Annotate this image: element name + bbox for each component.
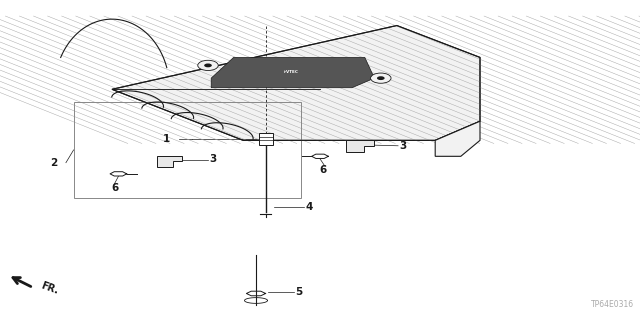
Polygon shape (112, 26, 480, 140)
Text: 5: 5 (296, 287, 303, 297)
Text: 1: 1 (163, 134, 170, 144)
Text: 2: 2 (51, 158, 58, 168)
Text: 3: 3 (399, 141, 406, 151)
Polygon shape (157, 156, 182, 167)
Text: 3: 3 (209, 154, 216, 165)
Text: FR.: FR. (40, 281, 60, 296)
Polygon shape (435, 121, 480, 156)
Circle shape (371, 73, 391, 83)
Bar (74, 102, 301, 198)
Text: 6: 6 (319, 165, 327, 175)
Bar (259, 133, 273, 145)
Text: 6: 6 (111, 183, 119, 193)
Circle shape (204, 63, 212, 67)
Circle shape (198, 60, 218, 70)
Text: TP64E0316: TP64E0316 (591, 300, 634, 309)
Circle shape (377, 76, 385, 80)
Polygon shape (346, 140, 374, 152)
Text: 4: 4 (305, 202, 313, 212)
Text: i-VTEC: i-VTEC (284, 70, 299, 74)
Polygon shape (211, 57, 374, 88)
